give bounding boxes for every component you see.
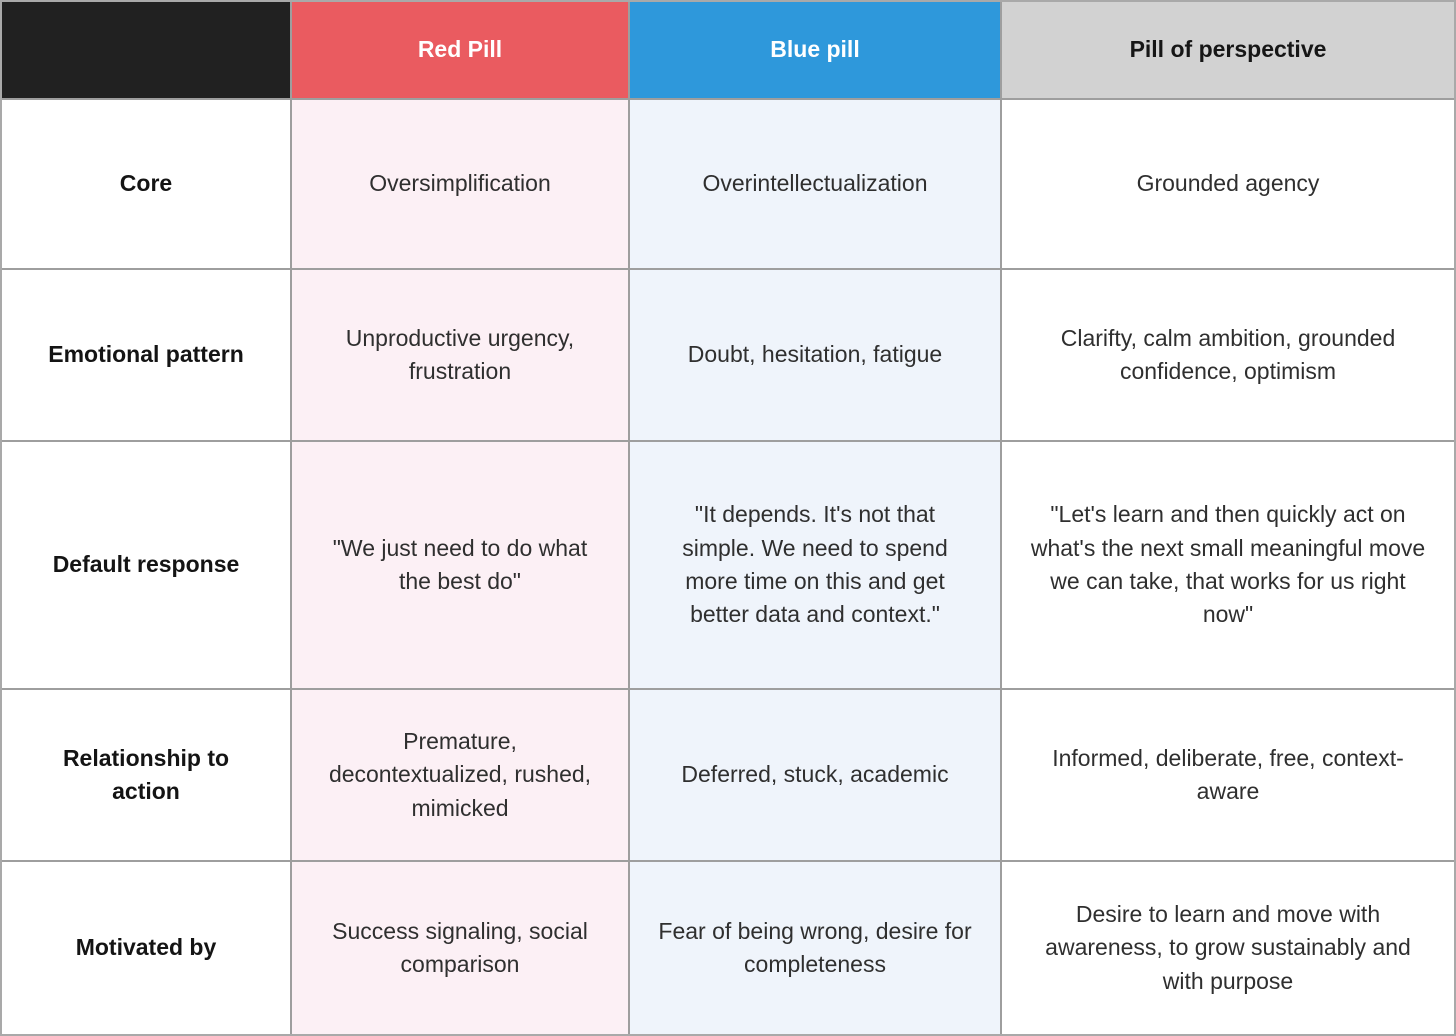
- column-header-pill-of-perspective: Pill of perspective: [1002, 2, 1454, 98]
- row-header-relationship-to-action: Relationship to action: [2, 690, 290, 860]
- row-header-default-response: Default response: [2, 442, 290, 688]
- cell-motivated-by-pill-of-perspective: Desire to learn and move with awareness,…: [1002, 862, 1454, 1034]
- cell-core-red-pill: Oversimplification: [292, 100, 628, 268]
- row-header-emotional-pattern: Emotional pattern: [2, 270, 290, 440]
- cell-default-response-pill-of-perspective: "Let's learn and then quickly act on wha…: [1002, 442, 1454, 688]
- cell-motivated-by-blue-pill: Fear of being wrong, desire for complete…: [630, 862, 1000, 1034]
- cell-default-response-red-pill: "We just need to do what the best do": [292, 442, 628, 688]
- cell-motivated-by-red-pill: Success signaling, social comparison: [292, 862, 628, 1034]
- column-header-blue-pill: Blue pill: [630, 2, 1000, 98]
- cell-relationship-to-action-red-pill: Premature, decontextualized, rushed, mim…: [292, 690, 628, 860]
- cell-core-pill-of-perspective: Grounded agency: [1002, 100, 1454, 268]
- row-header-motivated-by: Motivated by: [2, 862, 290, 1034]
- cell-relationship-to-action-pill-of-perspective: Informed, deliberate, free, context-awar…: [1002, 690, 1454, 860]
- column-header-red-pill: Red Pill: [292, 2, 628, 98]
- cell-core-blue-pill: Overintellectualization: [630, 100, 1000, 268]
- corner-header-cell: [2, 2, 290, 98]
- cell-emotional-pattern-pill-of-perspective: Clarifty, calm ambition, grounded confid…: [1002, 270, 1454, 440]
- cell-emotional-pattern-red-pill: Unproductive urgency, frustration: [292, 270, 628, 440]
- row-header-core: Core: [2, 100, 290, 268]
- cell-relationship-to-action-blue-pill: Deferred, stuck, academic: [630, 690, 1000, 860]
- cell-default-response-blue-pill: "It depends. It's not that simple. We ne…: [630, 442, 1000, 688]
- cell-emotional-pattern-blue-pill: Doubt, hesitation, fatigue: [630, 270, 1000, 440]
